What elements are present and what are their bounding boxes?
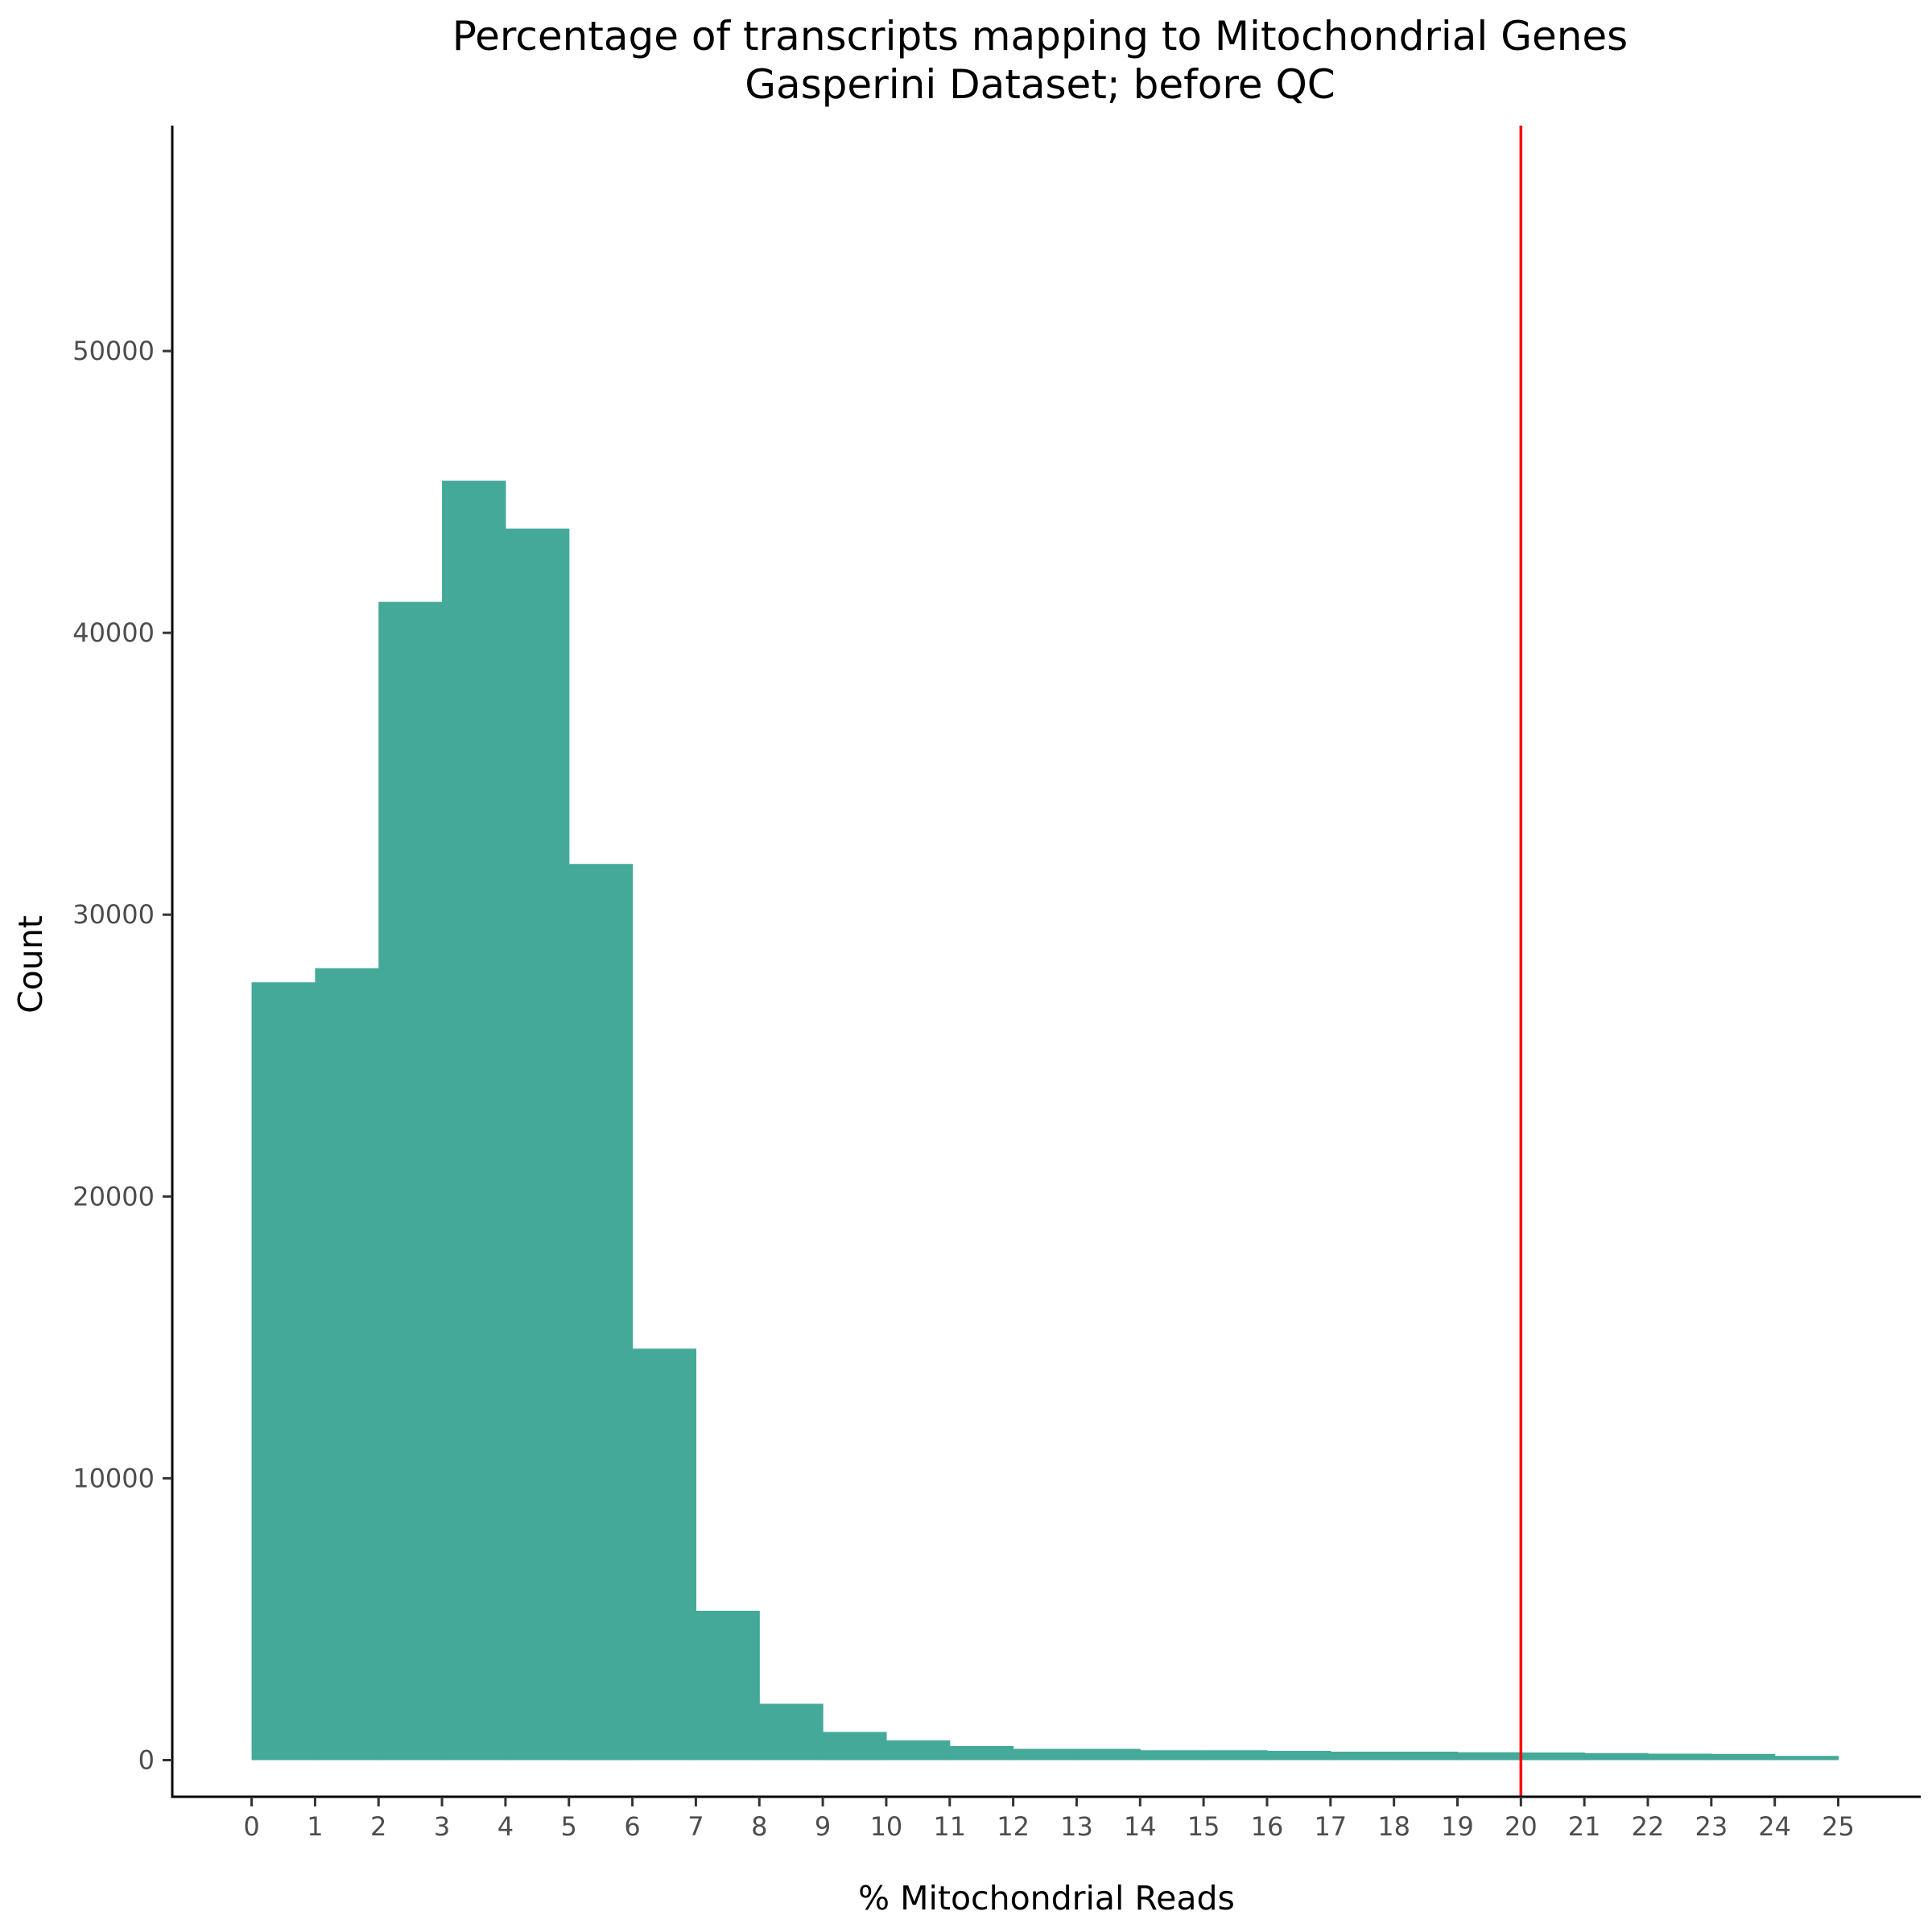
x-tick-label: 0: [243, 1811, 259, 1842]
histogram-bar: [378, 601, 443, 1761]
y-axis-ticks: 0 10000 20000 30000 40000 50000: [72, 336, 172, 1775]
x-tick-label: 19: [1441, 1811, 1474, 1842]
histogram-bar: [1076, 1748, 1141, 1761]
x-tick-label: 5: [561, 1811, 577, 1842]
x-tick-label: 22: [1632, 1811, 1665, 1842]
histogram-bar: [1647, 1753, 1712, 1761]
x-tick-label: 16: [1251, 1811, 1284, 1842]
x-tick-label: 11: [933, 1811, 966, 1842]
histogram-bar: [632, 1348, 697, 1761]
x-tick-label: 4: [497, 1811, 514, 1842]
x-tick-label: 6: [624, 1811, 640, 1842]
histogram-bar: [1140, 1750, 1204, 1761]
x-tick-label: 17: [1314, 1811, 1347, 1842]
histogram-bar: [1330, 1751, 1395, 1761]
y-tick-label: 10000: [72, 1463, 155, 1493]
x-tick-label: 25: [1822, 1811, 1855, 1842]
x-tick-label: 9: [815, 1811, 831, 1842]
histogram-bar: [505, 528, 570, 1761]
histogram-bar: [1203, 1750, 1268, 1761]
histogram-bar: [568, 864, 634, 1761]
histogram-bar: [886, 1740, 951, 1761]
x-tick-label: 23: [1695, 1811, 1728, 1842]
bars-group: [251, 481, 1839, 1761]
x-tick-label: 12: [997, 1811, 1030, 1842]
x-tick-label: 8: [751, 1811, 767, 1842]
chart-title: Percentage of transcripts mapping to Mit…: [452, 13, 1628, 60]
x-tick-label: 10: [870, 1811, 903, 1842]
x-tick-label: 18: [1377, 1811, 1410, 1842]
x-tick-label: 3: [434, 1811, 450, 1842]
histogram-bar: [949, 1745, 1014, 1761]
chart-subtitle: Gasperini Dataset; before QC: [745, 61, 1335, 108]
x-tick-label: 13: [1060, 1811, 1093, 1842]
x-tick-label: 14: [1124, 1811, 1157, 1842]
histogram-bar: [1013, 1748, 1078, 1761]
y-tick-label: 0: [138, 1744, 155, 1775]
histogram-bar: [251, 982, 316, 1761]
histogram-bar: [442, 481, 506, 1761]
histogram-bar: [759, 1703, 824, 1761]
x-tick-label: 7: [687, 1811, 704, 1842]
histogram-bar: [315, 968, 379, 1761]
y-tick-label: 30000: [72, 899, 155, 930]
histogram-bar: [1521, 1752, 1585, 1761]
y-tick-label: 40000: [72, 617, 155, 648]
histogram-bar: [1774, 1756, 1839, 1761]
histogram-bar: [1457, 1752, 1521, 1761]
y-tick-label: 50000: [72, 336, 155, 366]
y-axis-title: Count: [11, 915, 50, 1013]
x-tick-label: 20: [1505, 1811, 1538, 1842]
x-axis-ticks: 0 1 2 3 4 5 6 7 8 9 10 11 12 13 14 15 16 17 18 19 20 21 22 23 24…: [243, 1797, 1855, 1842]
x-tick-label: 24: [1758, 1811, 1791, 1842]
histogram-bar: [1711, 1753, 1776, 1761]
y-tick-label: 20000: [72, 1181, 155, 1212]
x-tick-label: 2: [370, 1811, 386, 1842]
histogram-bar: [1393, 1751, 1459, 1761]
x-axis-title: % Mitochondrial Reads: [858, 1879, 1235, 1918]
histogram-bar: [1266, 1750, 1331, 1761]
x-tick-label: 1: [307, 1811, 323, 1842]
histogram-bar: [696, 1610, 760, 1761]
histogram-bar: [1584, 1752, 1649, 1761]
histogram-bar: [823, 1732, 887, 1761]
x-tick-label: 15: [1187, 1811, 1220, 1842]
x-tick-label: 21: [1568, 1811, 1601, 1842]
